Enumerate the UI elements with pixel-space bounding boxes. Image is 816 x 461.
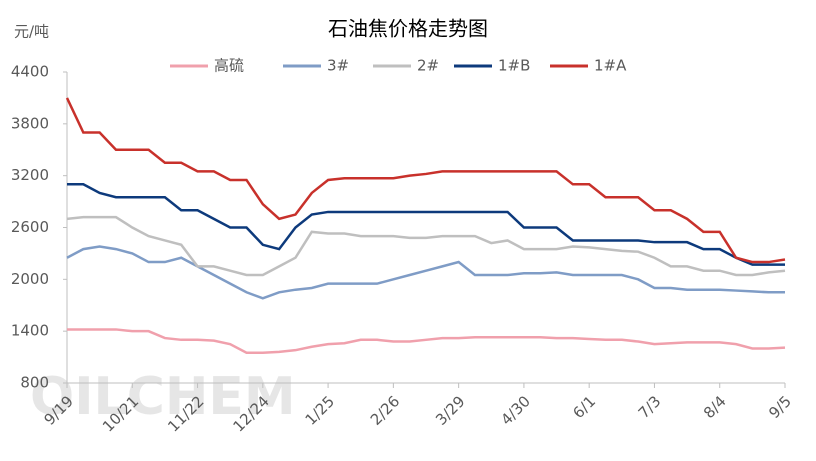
series-line [66,215,786,277]
legend-label: 1#A [594,57,627,75]
watermark: OILCHEM [30,367,296,427]
y-tick-label: 2600 [11,218,49,236]
legend-label: 3# [327,57,349,75]
x-tick-label: 8/4 [700,392,730,422]
x-tick-label: 6/1 [569,392,599,422]
x-tick-label: 4/30 [497,392,534,429]
x-tick-label: 3/29 [432,392,469,429]
y-tick-label: 800 [20,374,49,392]
y-tick-label: 3800 [11,114,49,132]
x-tick-label: 1/25 [302,392,339,429]
series-line [65,97,786,264]
legend-label: 2# [417,57,439,75]
y-tick-label: 3200 [11,166,49,184]
y-tick-label: 4400 [11,63,49,81]
chart-title: 石油焦价格走势图 [328,17,488,41]
series-line [67,328,786,355]
x-tick-label: 2/26 [367,392,404,429]
y-tick-label: 2000 [11,270,49,288]
series-line [67,183,785,266]
legend-label: 1#B [498,57,530,75]
x-tick-label: 7/3 [635,392,665,422]
y-tick-label: 1400 [11,322,49,340]
legend-label: 高硫 [214,57,244,75]
series-line [66,245,785,300]
x-tick-label: 9/5 [765,392,795,422]
y-axis-label: 元/吨 [14,23,49,41]
